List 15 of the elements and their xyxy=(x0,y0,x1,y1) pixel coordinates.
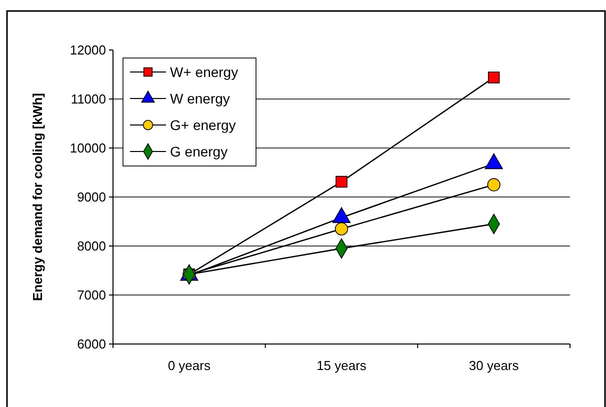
y-tick-label: 9000 xyxy=(77,190,106,205)
y-axis-title: Energy demand for cooling [kWh] xyxy=(30,92,45,302)
legend-label: W+ energy xyxy=(170,64,238,80)
y-tick-label: 6000 xyxy=(77,336,106,352)
y-tick-label: 8000 xyxy=(77,238,106,254)
y-tick-label: 7000 xyxy=(77,288,106,303)
x-tick-label: 0 years xyxy=(168,358,211,373)
x-tick-label: 15 years xyxy=(316,358,367,373)
x-tick-label: 30 years xyxy=(468,358,520,373)
y-tick-label: 11000 xyxy=(70,92,106,107)
legend-label: W energy xyxy=(170,90,230,106)
y-tick-label: 10000 xyxy=(70,140,106,156)
y-tick-label: 12000 xyxy=(70,42,106,58)
legend-label: G energy xyxy=(170,143,228,160)
legend-label: G+ energy xyxy=(170,116,236,133)
